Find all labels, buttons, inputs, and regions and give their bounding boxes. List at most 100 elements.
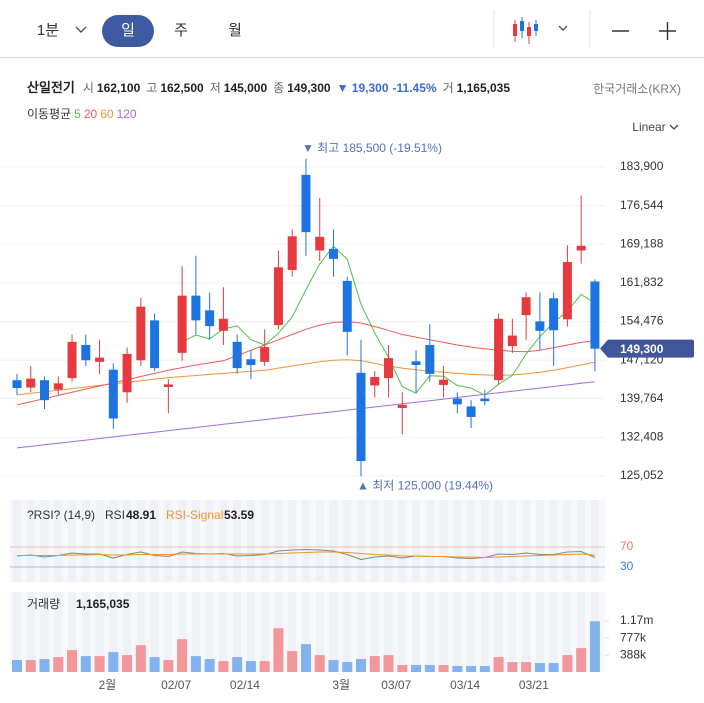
field-label: 고: [146, 81, 158, 95]
candle-body: [356, 372, 366, 462]
panel-stripe: [563, 500, 572, 582]
field-value: 162,100: [96, 81, 141, 95]
panel-stripe: [260, 500, 269, 582]
chevron[interactable]: [75, 26, 87, 33]
volume-bar: [163, 660, 174, 672]
candle-body: [232, 341, 242, 369]
panel-stripe: [315, 500, 324, 582]
change: ▼ 19,300: [336, 81, 389, 95]
candle-body: [315, 236, 325, 251]
panel-stripe: [246, 592, 255, 672]
panel-stripe: [150, 592, 159, 672]
scale-label[interactable]: Linear: [632, 120, 666, 134]
candle-body: [507, 335, 517, 347]
panel-stripe: [40, 592, 49, 672]
y-tick-label: 154,476: [620, 314, 664, 328]
candle-body: [494, 318, 504, 381]
volume-bar: [534, 663, 545, 672]
panel-stripe: [590, 500, 599, 582]
candle-body: [12, 380, 22, 389]
panel-stripe: [384, 592, 393, 672]
legend-entry: 60: [100, 107, 114, 121]
chevron[interactable]: [669, 123, 679, 131]
volume-bar: [589, 621, 600, 672]
panel-stripe: [205, 592, 214, 672]
panel-stripe: [577, 500, 586, 582]
candle-body: [108, 369, 118, 419]
volume-bar: [507, 662, 518, 672]
period-tab[interactable]: 1분: [36, 22, 60, 39]
panel-stripe: [150, 500, 159, 582]
chevron[interactable]: [558, 25, 568, 31]
field-label: 종: [273, 81, 285, 95]
scale-selector[interactable]: Linear: [632, 120, 679, 134]
stock-name: 산일전기: [27, 80, 75, 95]
panel-stripe: [260, 592, 269, 672]
candle-body: [397, 404, 407, 409]
panel-stripe: [233, 592, 242, 672]
panel-stripe: [370, 500, 379, 582]
candle-body: [95, 357, 105, 362]
panel-stripe: [136, 592, 145, 672]
rsi-line: [16, 548, 596, 561]
panel-stripe: [301, 500, 310, 582]
panel-stripe: [549, 592, 558, 672]
candle-body: [535, 321, 545, 331]
field-label: 거: [442, 81, 454, 95]
volume-bar: [149, 657, 160, 672]
volume-bar: [273, 628, 284, 672]
candle-body: [480, 398, 490, 402]
candle-body: [384, 358, 394, 379]
panel-stripe: [343, 500, 352, 582]
panel-stripe: [398, 500, 407, 582]
y-tick-label: 70: [620, 539, 634, 553]
volume-bar: [466, 666, 477, 672]
period-tab[interactable]: 일: [102, 15, 154, 47]
volume-bar: [39, 659, 50, 672]
panel-stripe: [95, 592, 104, 672]
volume-bar: [356, 659, 366, 672]
legend-value: 48.91: [126, 508, 156, 522]
toolbar: 1분 일 주 월: [0, 0, 704, 58]
volume-bar: [493, 657, 504, 672]
panel-stripe: [508, 592, 517, 672]
candle-body: [411, 361, 421, 365]
candle-body: [287, 236, 297, 270]
candle-body: [466, 406, 476, 417]
panel-stripe: [109, 500, 118, 582]
zoom-in[interactable]: [659, 22, 676, 40]
panel-stripe: [123, 592, 132, 672]
volume-bar: [67, 650, 78, 672]
candle-body: [576, 245, 586, 251]
volume-bar: [300, 644, 311, 672]
panel-stripe: [123, 500, 132, 582]
candle-icon[interactable]: [513, 17, 538, 44]
volume-bar: [314, 655, 325, 672]
legend-entry: RSI: [105, 508, 125, 522]
panel-stripe: [329, 500, 338, 582]
period-tab[interactable]: 월: [228, 22, 242, 39]
panel-stripe: [480, 592, 489, 672]
panel-stripe: [439, 500, 448, 582]
rsi-line: [17, 551, 595, 559]
candle-body: [521, 297, 531, 316]
candle-body: [40, 380, 50, 401]
panel-stripe: [164, 592, 173, 672]
panel-stripe: [219, 592, 228, 672]
period-tab[interactable]: 주: [174, 22, 188, 39]
volume-bar: [12, 660, 22, 672]
panel-stripe: [40, 500, 49, 582]
candle-body: [67, 341, 77, 379]
candle-body: [328, 248, 338, 259]
volume-bar: [576, 648, 587, 672]
volume-bar: [80, 656, 91, 672]
panel-stripe: [439, 592, 448, 672]
volume-bar: [342, 662, 353, 672]
candle-body: [122, 353, 132, 393]
legend-entry: 5: [74, 107, 81, 121]
y-tick-label: 132,408: [620, 430, 664, 444]
panel-stripe: [467, 592, 476, 672]
candle-body: [301, 174, 311, 233]
panel-stripe: [480, 500, 489, 582]
